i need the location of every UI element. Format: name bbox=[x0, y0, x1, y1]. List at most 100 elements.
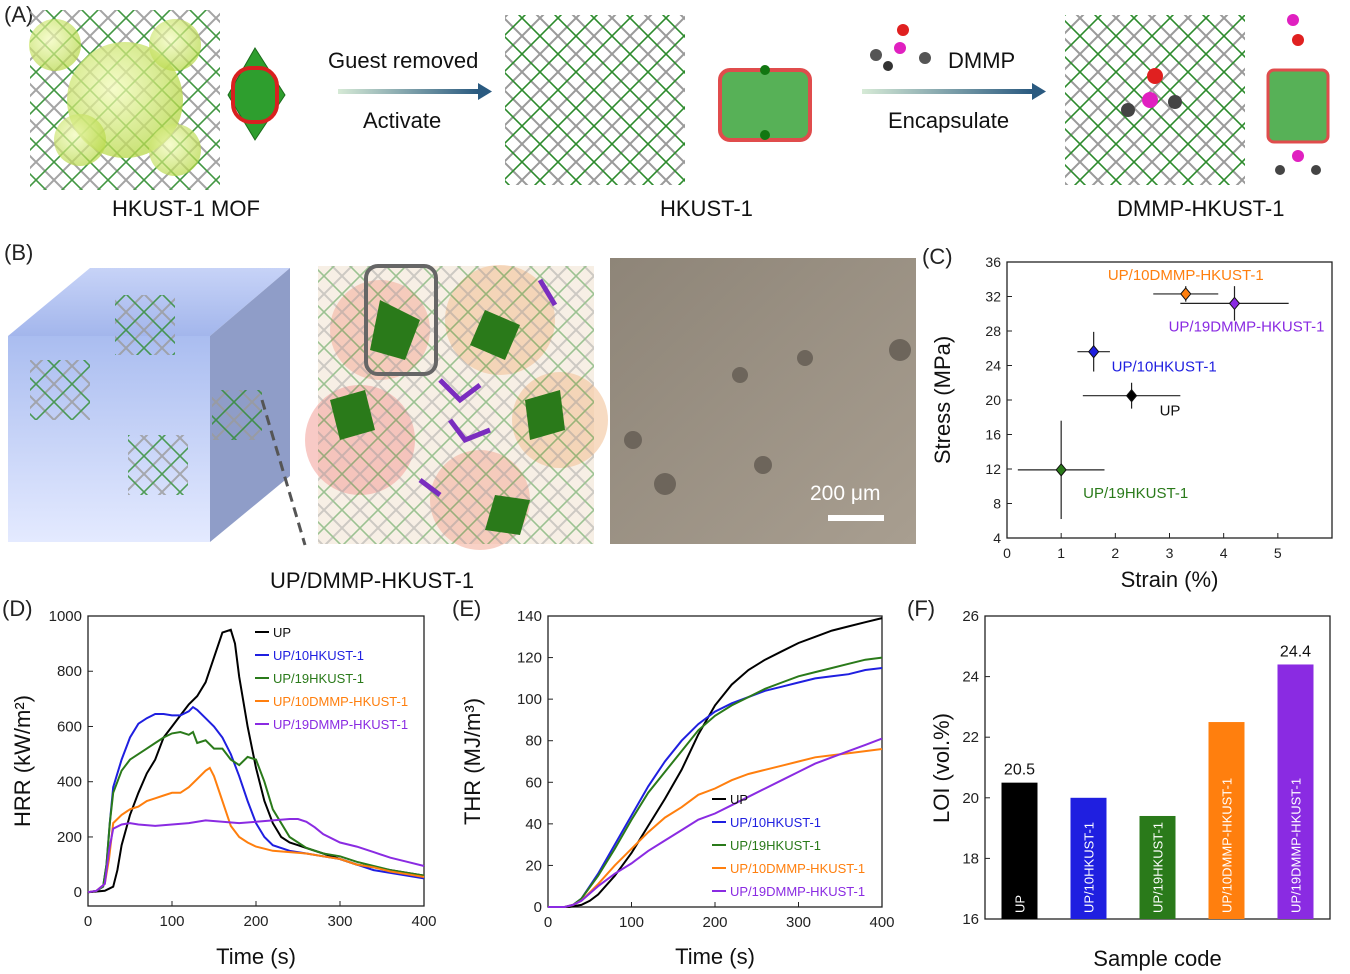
point-up-10dmmp-hkust-1 bbox=[1180, 287, 1192, 301]
panel-label: (C) bbox=[922, 244, 953, 269]
x-tick-label: 300 bbox=[786, 914, 811, 931]
y-tick-label: 26 bbox=[962, 608, 979, 625]
point-label-up-10hkust-1: UP/10HKUST-1 bbox=[1112, 359, 1217, 376]
panel-label: (E) bbox=[452, 596, 481, 621]
chart-e-thr: 0 100 200 300 400 0 20 40 60 80 100 120 140 Time (s) T… bbox=[452, 596, 895, 969]
legend-label-up: UP bbox=[273, 625, 291, 640]
x-tick-label: 0 bbox=[544, 914, 552, 931]
y-tick-label: 16 bbox=[962, 911, 979, 928]
y-axis-label: Stress (MPa) bbox=[930, 336, 955, 464]
y-tick-label: 18 bbox=[962, 850, 979, 867]
y-tick-label: 200 bbox=[57, 829, 82, 846]
y-tick-label: 32 bbox=[985, 289, 1001, 305]
dmmp-molecule-icon bbox=[870, 24, 931, 71]
y-tick-label: 16 bbox=[985, 427, 1001, 443]
y-tick-label: 36 bbox=[985, 254, 1001, 270]
caption-hkust: HKUST-1 bbox=[660, 196, 753, 221]
hkust-activated-lattice-image bbox=[505, 15, 685, 185]
panel-b-caption: UP/DMMP-HKUST-1 bbox=[270, 568, 475, 593]
bar-up-10dmmp-hkust-1 bbox=[1208, 722, 1245, 919]
y-tick-label: 12 bbox=[985, 461, 1001, 477]
chart-d-hrr: 0 100 200 300 400 0 200 400 600 800 1000 Time (s) HR… bbox=[2, 596, 437, 969]
y-tick-label: 0 bbox=[534, 899, 542, 916]
x-tick-label: 0 bbox=[1003, 545, 1011, 561]
y-tick-label: 4 bbox=[993, 530, 1001, 546]
molecular-model-image bbox=[305, 264, 608, 550]
legend-label-up-19dmmp-hkust-1: UP/19DMMP-HKUST-1 bbox=[730, 884, 865, 899]
bar-up-10hkust-1 bbox=[1070, 797, 1107, 919]
x-tick-label: 100 bbox=[619, 914, 644, 931]
paddlewheel-unit-image-2 bbox=[718, 65, 812, 142]
y-tick-label: 28 bbox=[985, 323, 1001, 339]
series-line-up-10hkust-1 bbox=[87, 705, 425, 894]
x-axis-label: Time (s) bbox=[675, 944, 755, 969]
chart-f-loi: 16 18 20 22 24 26 UP 20.5 UP/10HKUST-1 UP/19HKUST… bbox=[907, 596, 1331, 971]
x-tick-label: 100 bbox=[159, 913, 184, 930]
y-axis-label: THR (MJ/m³) bbox=[460, 698, 485, 825]
x-tick-label: 200 bbox=[702, 914, 727, 931]
x-tick-label: 0 bbox=[84, 913, 92, 930]
caption-hkust-mof: HKUST-1 MOF bbox=[112, 196, 260, 221]
y-tick-label: 24 bbox=[985, 358, 1001, 374]
point-label-up-19hkust-1: UP/19HKUST-1 bbox=[1083, 485, 1188, 502]
y-tick-label: 80 bbox=[525, 733, 542, 750]
legend-label-up-19hkust-1: UP/19HKUST-1 bbox=[730, 838, 821, 853]
point-up-19hkust-1 bbox=[1055, 463, 1067, 477]
legend-label-up-10hkust-1: UP/10HKUST-1 bbox=[273, 648, 364, 663]
y-tick-label: 8 bbox=[993, 496, 1001, 512]
bar-value-label-up: 20.5 bbox=[1004, 762, 1035, 779]
x-tick-label: 400 bbox=[869, 914, 894, 931]
bar-value-label-up-19dmmp-hkust-1: 24.4 bbox=[1280, 643, 1311, 660]
encapsulate-arrow bbox=[862, 89, 1032, 94]
panel-b-illustration bbox=[8, 258, 916, 550]
y-tick-label: 1000 bbox=[49, 608, 82, 625]
scale-bar-label: 200 μm bbox=[810, 482, 881, 505]
arrow2-bottom-label: Encapsulate bbox=[888, 108, 1010, 133]
y-tick-label: 0 bbox=[74, 884, 82, 901]
panel-a-illustration bbox=[29, 10, 1330, 190]
legend-label-up-10dmmp-hkust-1: UP/10DMMP-HKUST-1 bbox=[273, 694, 408, 709]
x-axis-label: Sample code bbox=[1093, 946, 1221, 971]
series-line-up bbox=[548, 617, 883, 908]
series-line-up-19hkust-1 bbox=[548, 656, 883, 908]
arrow2-top-label: DMMP bbox=[948, 48, 1016, 73]
y-axis-label: LOI (vol.%) bbox=[929, 713, 954, 823]
x-tick-label: 4 bbox=[1220, 545, 1228, 561]
x-tick-label: 2 bbox=[1111, 545, 1119, 561]
y-tick-label: 40 bbox=[525, 816, 542, 833]
bar-category-label-up-19dmmp-hkust-1: UP/19DMMP-HKUST-1 bbox=[1289, 778, 1304, 913]
bar-up-19hkust-1 bbox=[1139, 815, 1176, 919]
x-tick-label: 3 bbox=[1166, 545, 1174, 561]
activate-arrow bbox=[338, 89, 478, 94]
y-tick-label: 22 bbox=[962, 729, 979, 746]
y-tick-label: 140 bbox=[517, 608, 542, 625]
point-up-10hkust-1 bbox=[1088, 344, 1100, 359]
dmmp-paddlewheel-image bbox=[1266, 14, 1330, 175]
legend-label-up-19dmmp-hkust-1: UP/19DMMP-HKUST-1 bbox=[273, 717, 408, 732]
point-label-up: UP bbox=[1160, 403, 1181, 420]
point-label-up-10dmmp-hkust-1: UP/10DMMP-HKUST-1 bbox=[1108, 267, 1264, 284]
bar-up-19dmmp-hkust-1 bbox=[1277, 664, 1314, 919]
series-line-up-19dmmp-hkust-1 bbox=[87, 818, 425, 894]
y-tick-label: 24 bbox=[962, 669, 979, 686]
point-up-19dmmp-hkust-1 bbox=[1228, 296, 1241, 311]
caption-dmmp-hkust: DMMP-HKUST-1 bbox=[1117, 196, 1285, 221]
legend-label-up-19hkust-1: UP/19HKUST-1 bbox=[273, 671, 364, 686]
arrow1-top-label: Guest removed bbox=[328, 48, 479, 73]
y-tick-label: 800 bbox=[57, 663, 82, 680]
series-line-up-19hkust-1 bbox=[87, 730, 425, 894]
bar-category-label-up: UP bbox=[1013, 895, 1028, 913]
series-line-up-10dmmp-hkust-1 bbox=[87, 766, 425, 894]
y-tick-label: 20 bbox=[962, 790, 979, 807]
y-tick-label: 400 bbox=[57, 774, 82, 791]
series-line-up-19dmmp-hkust-1 bbox=[548, 737, 883, 908]
dmmp-hkust-lattice-image bbox=[1065, 15, 1245, 185]
x-tick-label: 1 bbox=[1057, 545, 1065, 561]
arrow1-bottom-label: Activate bbox=[363, 108, 442, 133]
scale-bar-line bbox=[828, 515, 884, 521]
paddlewheel-unit-image-1 bbox=[227, 47, 286, 141]
x-axis-label: Strain (%) bbox=[1121, 567, 1219, 592]
x-tick-label: 5 bbox=[1274, 545, 1282, 561]
hkust-mof-lattice-image bbox=[29, 10, 220, 190]
panel-label: (D) bbox=[2, 596, 33, 621]
